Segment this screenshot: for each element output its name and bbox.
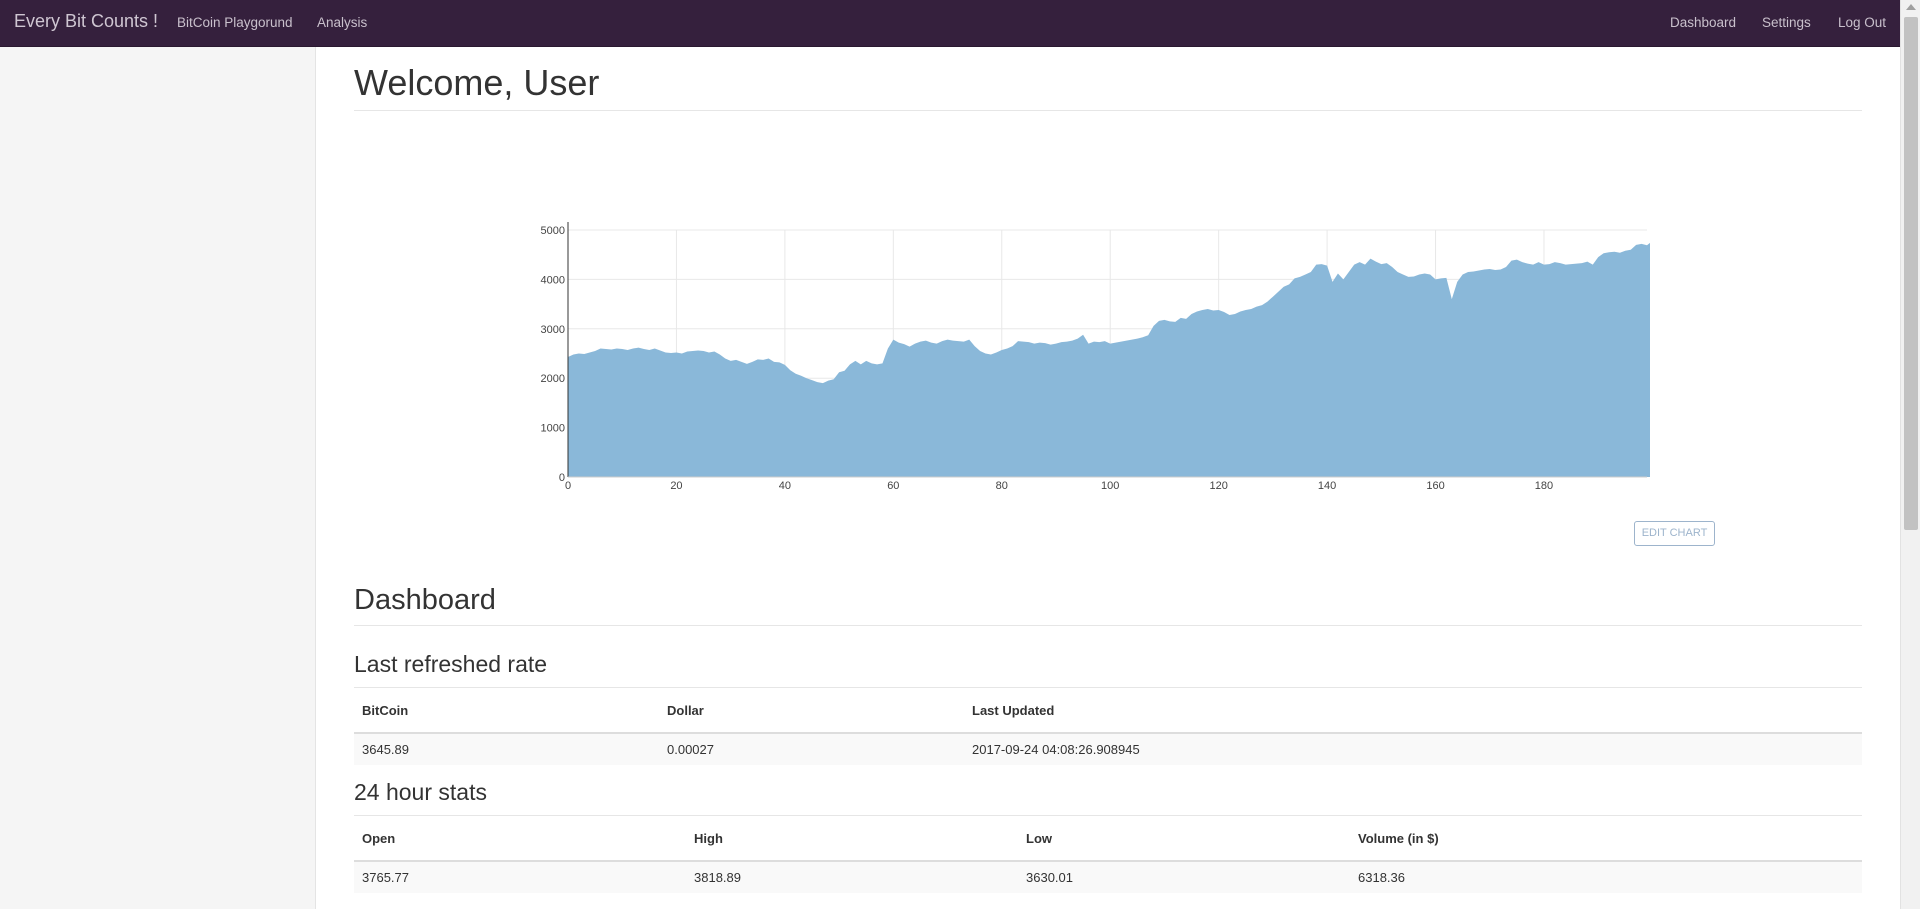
scrollbar-thumb[interactable] bbox=[1904, 17, 1918, 530]
page-title: Welcome, User bbox=[354, 62, 600, 103]
x-tick-label: 60 bbox=[887, 480, 899, 492]
brand-link[interactable]: Every Bit Counts ! bbox=[14, 11, 159, 31]
table-row: 3645.89 0.00027 2017-09-24 04:08:26.9089… bbox=[354, 733, 1862, 765]
stats-24h-divider bbox=[354, 815, 1862, 816]
last-refreshed-table: BitCoin Dollar Last Updated 3645.89 0.00… bbox=[354, 691, 1862, 765]
x-tick-label: 20 bbox=[670, 480, 682, 492]
column-header-bitcoin: BitCoin bbox=[354, 691, 659, 734]
column-header-dollar: Dollar bbox=[659, 691, 964, 734]
stats-24h-heading: 24 hour stats bbox=[354, 779, 487, 805]
x-tick-label: 80 bbox=[996, 480, 1008, 492]
y-tick-label: 5000 bbox=[541, 225, 565, 237]
nav-link-bitcoin-playground[interactable]: BitCoin Playgorund bbox=[177, 15, 293, 30]
column-header-volume: Volume (in $) bbox=[1350, 819, 1862, 862]
open-value: 3765.77 bbox=[354, 861, 686, 893]
dashboard-divider bbox=[354, 625, 1862, 626]
edit-chart-button[interactable]: EDIT CHART bbox=[1634, 521, 1715, 546]
table-header-row: Open High Low Volume (in $) bbox=[354, 819, 1862, 862]
x-tick-label: 140 bbox=[1318, 480, 1336, 492]
column-header-high: High bbox=[686, 819, 1018, 862]
y-tick-label: 2000 bbox=[541, 373, 565, 385]
column-header-last-updated: Last Updated bbox=[964, 691, 1862, 734]
bitcoin-price-area-chart: 0 1000 2000 3000 4000 5000 0 20 40 60 80 100 120 140 1… bbox=[541, 222, 1650, 492]
nav-link-settings[interactable]: Settings bbox=[1762, 15, 1811, 30]
low-value: 3630.01 bbox=[1018, 861, 1350, 893]
volume-value: 6318.36 bbox=[1350, 861, 1862, 893]
y-tick-label: 3000 bbox=[541, 324, 565, 336]
table-row: 3765.77 3818.89 3630.01 6318.36 bbox=[354, 861, 1862, 893]
title-divider bbox=[354, 110, 1862, 111]
column-header-low: Low bbox=[1018, 819, 1350, 862]
y-tick-label: 1000 bbox=[541, 423, 565, 435]
nav-link-log-out[interactable]: Log Out bbox=[1838, 15, 1887, 30]
x-tick-label: 120 bbox=[1209, 480, 1227, 492]
last-refreshed-divider bbox=[354, 687, 1862, 688]
bitcoin-rate-value: 3645.89 bbox=[354, 733, 659, 765]
nav-link-analysis[interactable]: Analysis bbox=[317, 15, 368, 30]
last-refreshed-heading: Last refreshed rate bbox=[354, 651, 548, 677]
x-tick-label: 100 bbox=[1101, 480, 1119, 492]
top-navbar: Every Bit Counts ! BitCoin Playgorund An… bbox=[0, 0, 1900, 47]
column-header-open: Open bbox=[354, 819, 686, 862]
x-tick-label: 180 bbox=[1535, 480, 1553, 492]
y-tick-label: 0 bbox=[559, 472, 565, 484]
x-tick-label: 40 bbox=[779, 480, 791, 492]
price-area-series bbox=[568, 242, 1650, 477]
table-header-row: BitCoin Dollar Last Updated bbox=[354, 691, 1862, 734]
sidebar bbox=[0, 47, 316, 909]
x-tick-label: 160 bbox=[1426, 480, 1444, 492]
y-tick-label: 4000 bbox=[541, 274, 565, 286]
page-scrollbar[interactable] bbox=[1900, 0, 1920, 909]
dollar-rate-value: 0.00027 bbox=[659, 733, 964, 765]
x-tick-label: 0 bbox=[565, 480, 571, 492]
last-updated-value: 2017-09-24 04:08:26.908945 bbox=[964, 733, 1862, 765]
high-value: 3818.89 bbox=[686, 861, 1018, 893]
stats-24h-table: Open High Low Volume (in $) 3765.77 3818… bbox=[354, 819, 1862, 893]
scroll-up-arrow-icon[interactable] bbox=[1906, 4, 1916, 10]
dashboard-heading: Dashboard bbox=[354, 584, 496, 616]
nav-link-dashboard[interactable]: Dashboard bbox=[1670, 15, 1737, 30]
